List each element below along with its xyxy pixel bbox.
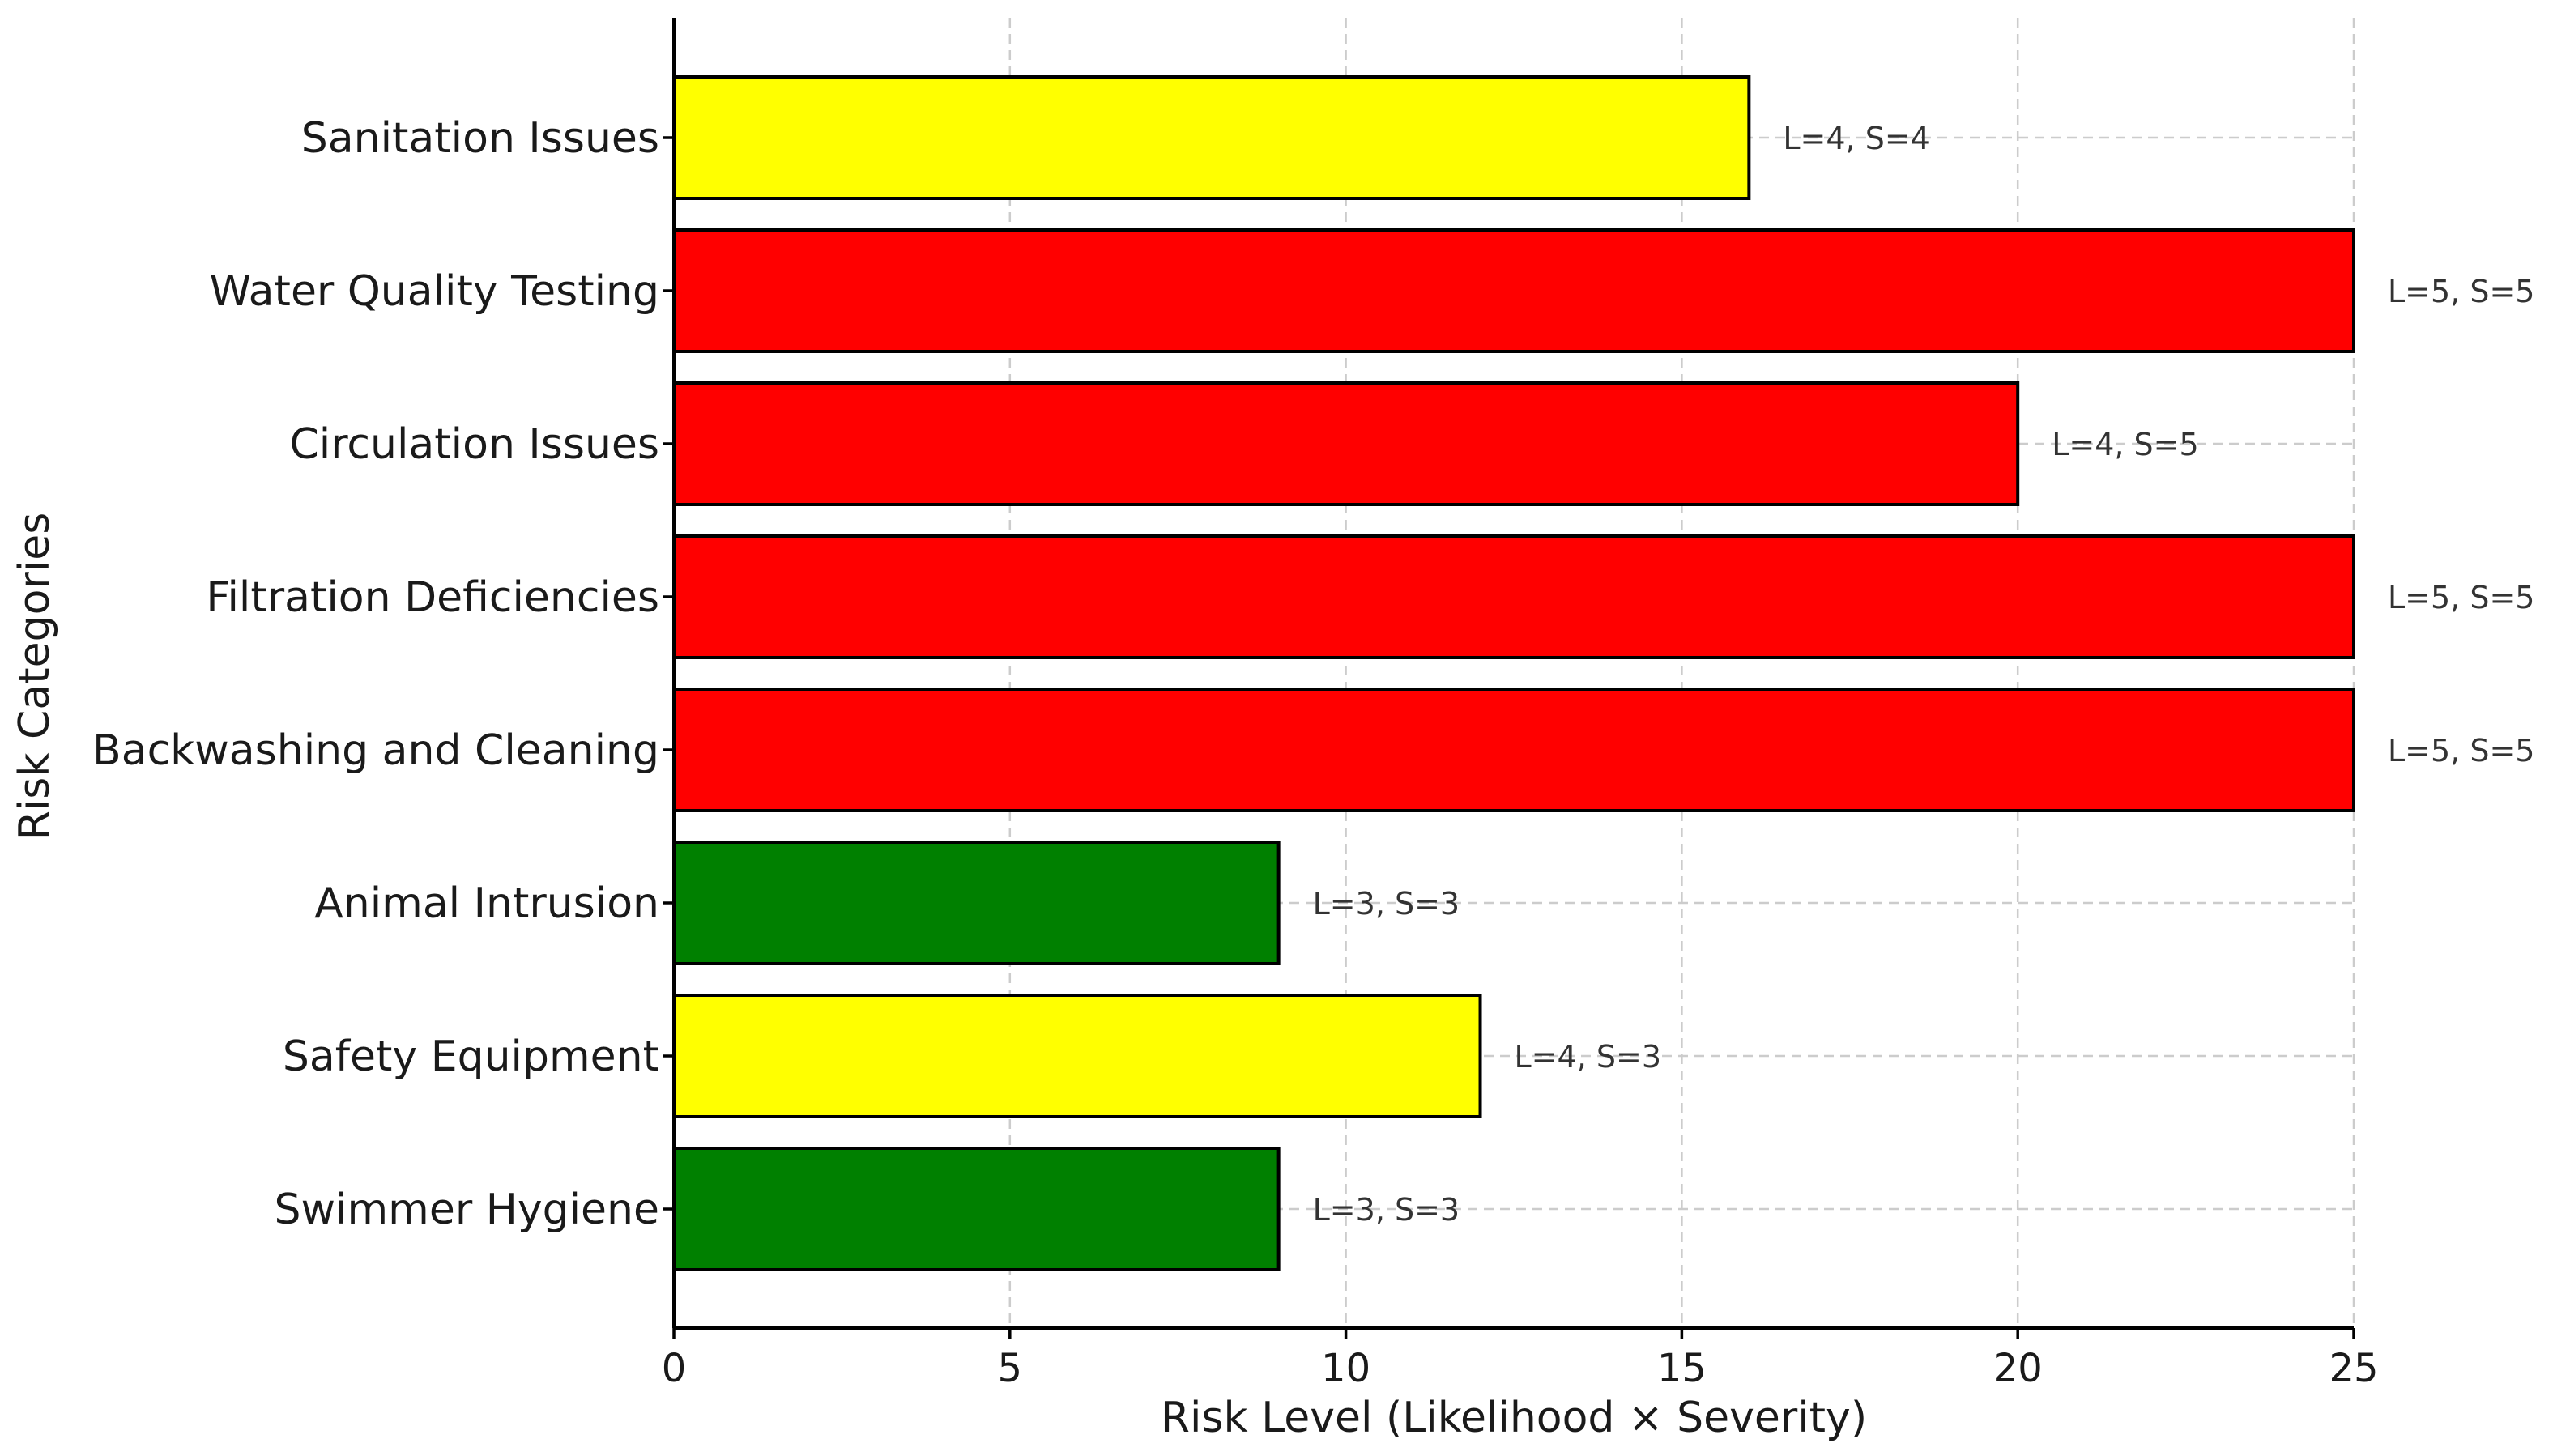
- category-label: Swimmer Hygiene: [275, 1186, 659, 1234]
- category-label: Backwashing and Cleaning: [92, 726, 659, 775]
- bar: [672, 1147, 1281, 1271]
- bar-data-label: L=4, S=5: [2052, 427, 2198, 462]
- bar-data-label: L=5, S=5: [2388, 274, 2534, 309]
- x-tick-label: 5: [998, 1346, 1023, 1391]
- x-tick-label: 10: [1321, 1346, 1370, 1391]
- bar: [672, 381, 2020, 506]
- bars: [672, 75, 2355, 1271]
- x-tick-label: 25: [2329, 1346, 2378, 1391]
- bar-data-label: L=4, S=3: [1515, 1039, 1661, 1075]
- category-label: Animal Intrusion: [314, 879, 659, 928]
- x-tick-label: 0: [662, 1346, 687, 1391]
- bar: [672, 994, 1482, 1118]
- y-axis-title: Risk Categories: [11, 513, 59, 841]
- bar: [672, 534, 2355, 659]
- category-label: Filtration Deficiencies: [206, 573, 659, 622]
- category-label: Safety Equipment: [283, 1032, 659, 1081]
- bar-data-label: L=4, S=4: [1783, 121, 1929, 156]
- bar: [672, 841, 1281, 965]
- grid-lines: [672, 18, 2355, 1328]
- bar-data-label: L=3, S=3: [1313, 1192, 1460, 1228]
- bar: [672, 228, 2355, 353]
- x-tick-label: 15: [1657, 1346, 1707, 1391]
- bar-data-label: L=3, S=3: [1313, 886, 1460, 922]
- x-axis-title: Risk Level (Likelihood × Severity): [1161, 1394, 1867, 1442]
- category-label: Sanitation Issues: [301, 114, 659, 163]
- data-labels: L=4, S=4 L=5, S=5 L=4, S=5 L=5, S=5 L=5, S=5…: [1313, 121, 2535, 1228]
- category-label: Water Quality Testing: [210, 267, 659, 316]
- x-tick-label: 20: [1993, 1346, 2043, 1391]
- bar-data-label: L=5, S=5: [2388, 733, 2534, 768]
- category-label: Circulation Issues: [289, 420, 659, 469]
- bar: [672, 688, 2355, 812]
- bar-data-label: L=5, S=5: [2388, 580, 2534, 615]
- axes: Sanitation Issues Water Quality Testing Ci…: [92, 18, 2379, 1391]
- bar: [672, 75, 1751, 200]
